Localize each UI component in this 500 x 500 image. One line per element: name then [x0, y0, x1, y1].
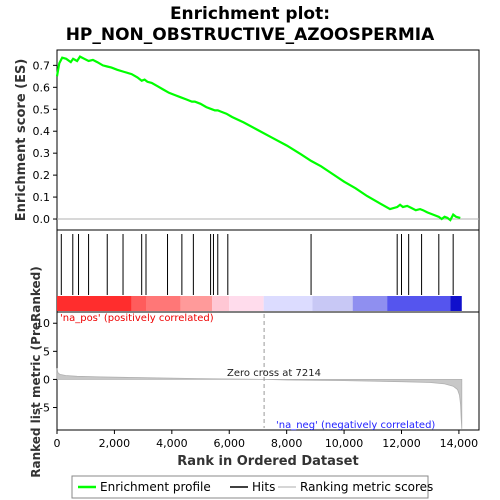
hits-panel — [56, 229, 480, 313]
heatmap-segment — [263, 296, 313, 311]
x-tick-label: 10,000 — [325, 437, 364, 450]
es-ytick-label: 0.7 — [33, 59, 51, 72]
heatmap-segment — [312, 296, 353, 311]
es-ylabel: Enrichment score (ES) — [14, 59, 29, 222]
es-panel: 0.0 0.1 0.2 0.3 0.4 0.5 0.6 0.7 Enrichment scor… — [14, 49, 480, 231]
heatmap-segment — [352, 296, 388, 311]
es-ytick-label: 0.2 — [33, 169, 51, 182]
chart-title-line1: Enrichment plot: — [170, 4, 330, 24]
heatmap-segment — [450, 296, 462, 311]
zero-cross-label: Zero cross at 7214 — [227, 368, 321, 379]
heatmap-segment — [180, 296, 213, 311]
x-tick-label: 2,000 — [99, 437, 131, 450]
metric-ylabel: Ranked list metric (PreRanked) — [29, 266, 43, 478]
heatmap-segment — [57, 296, 132, 311]
legend-label-enrichment-profile: Enrichment profile — [100, 480, 211, 494]
es-ytick-label: 0.4 — [33, 125, 51, 138]
metric-ytick-label: -5 — [39, 402, 50, 415]
positive-correlated-label: 'na_pos' (positively correlated) — [60, 313, 214, 324]
x-axis-label: Rank in Ordered Dataset — [177, 454, 358, 469]
es-ytick-label: 0.6 — [33, 81, 51, 94]
x-tick-label: 8,000 — [271, 437, 303, 450]
heatmap-segment — [229, 296, 264, 311]
heatmap-segment — [387, 296, 451, 311]
ranking-metric-area — [56, 368, 463, 429]
heatmap-segment — [131, 296, 146, 311]
enrichment-profile-line — [55, 55, 461, 222]
legend-label-hits: Hits — [252, 480, 275, 494]
negative-correlated-label: 'na_neg' (negatively correlated) — [276, 420, 435, 431]
metric-ytick-label: 0 — [43, 373, 50, 386]
es-panel-frame — [56, 49, 480, 231]
heatmap-segment — [212, 296, 230, 311]
chart-title-line2: HP_NON_OBSTRUCTIVE_AZOOSPERMIA — [66, 25, 435, 45]
metric-ytick-label: 10 — [36, 317, 50, 330]
legend-frame — [71, 475, 429, 499]
es-ytick-label: 0.0 — [33, 213, 51, 226]
metric-ytick-label: 5 — [43, 345, 50, 358]
heatmap-segment — [145, 296, 181, 311]
metric-panel-frame — [56, 311, 480, 431]
es-ytick-label: 0.5 — [33, 103, 51, 116]
es-ytick-label: 0.3 — [33, 147, 51, 160]
x-tick-label: 14,000 — [440, 437, 479, 450]
legend-label-ranking-metric-scores: Ranking metric scores — [300, 480, 433, 494]
x-tick-label: 12,000 — [382, 437, 421, 450]
es-ytick-label: 0.1 — [33, 191, 51, 204]
x-tick-label: 0 — [54, 437, 61, 450]
legend: Enrichment profile Hits Ranking metric s… — [71, 475, 433, 499]
x-tick-label: 6,000 — [213, 437, 245, 450]
x-tick-label: 4,000 — [156, 437, 188, 450]
